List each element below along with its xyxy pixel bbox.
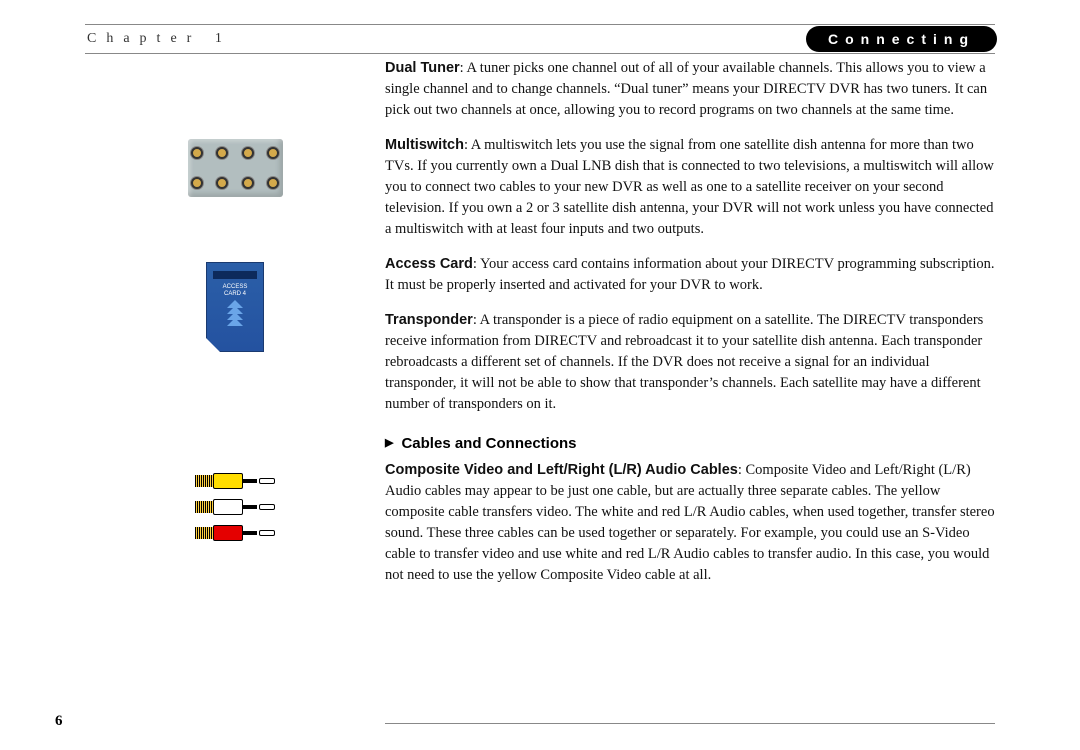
- page-content: Dual Tuner: A tuner picks one channel ou…: [85, 58, 995, 600]
- page-number: 6: [55, 713, 63, 730]
- page-header: Chapter 1 Connecting: [85, 24, 995, 54]
- chapter-label: Chapter 1: [85, 31, 232, 47]
- def-access-card: Access Card: Your access card contains i…: [385, 254, 995, 296]
- access-card-icon: ACCESSCARD 4: [206, 262, 264, 352]
- def-dual-tuner: Dual Tuner: A tuner picks one channel ou…: [385, 58, 995, 121]
- term-multiswitch: Multiswitch: [385, 137, 464, 153]
- term-composite: Composite Video and Left/Right (L/R) Aud…: [385, 462, 738, 478]
- footer-rule: [385, 723, 995, 724]
- def-composite: Composite Video and Left/Right (L/R) Aud…: [385, 460, 995, 586]
- def-multiswitch: Multiswitch: A multiswitch lets you use …: [385, 135, 995, 240]
- section-heading-cables: Cables and Connections: [385, 435, 995, 452]
- composite-cables-icon: [195, 472, 275, 542]
- rca-red-icon: [195, 524, 275, 542]
- term-dual-tuner: Dual Tuner: [385, 60, 460, 76]
- rca-white-icon: [195, 498, 275, 516]
- def-transponder: Transponder: A transponder is a piece of…: [385, 310, 995, 415]
- section-pill: Connecting: [806, 26, 997, 52]
- term-access-card: Access Card: [385, 256, 473, 272]
- rca-yellow-icon: [195, 472, 275, 490]
- term-transponder: Transponder: [385, 312, 473, 328]
- multiswitch-icon: [188, 139, 283, 197]
